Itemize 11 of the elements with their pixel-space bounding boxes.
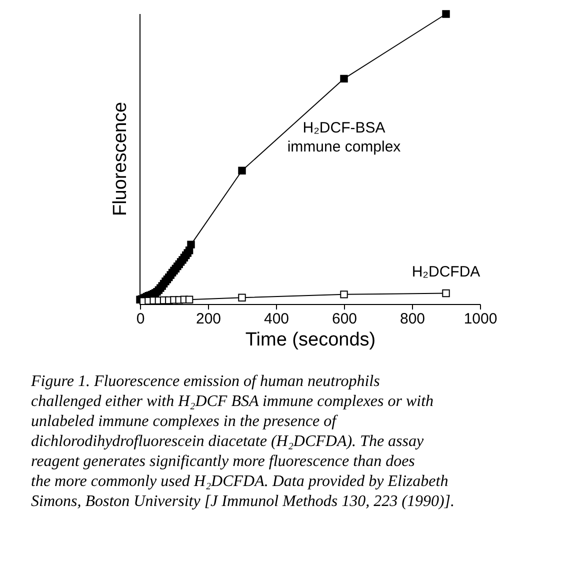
series-label: H₂DCF-BSA immune complex [287, 120, 402, 156]
x-tick-label: 0 [136, 310, 145, 328]
x-tick-label: 200 [196, 310, 222, 328]
series-label: H₂DCFDA [412, 263, 480, 280]
y-axis-title: Fluorescence [110, 102, 131, 216]
x-tick-label: 1000 [464, 310, 498, 328]
caption: Figure 1. Fluorescence emission of human neutrophils challenged either with H₂DCF BSA immune complexes or with unlabeled immune complexes in the presence of dichlorodihydrofluorescein diacetate (H₂DCFDA). The assay reagent generates significantly more fluorescence than does the more commonly used H₂DCFDA. Data provided by Elizabeth Simons, Boston University [J Immunol Methods 130, 223 (1990)]. [30, 373, 455, 510]
x-axis-title: Time (seconds) [245, 330, 376, 350]
x-tick-label: 600 [332, 310, 358, 328]
x-tick-label: 400 [264, 310, 290, 328]
x-tick-label: 800 [400, 310, 426, 328]
